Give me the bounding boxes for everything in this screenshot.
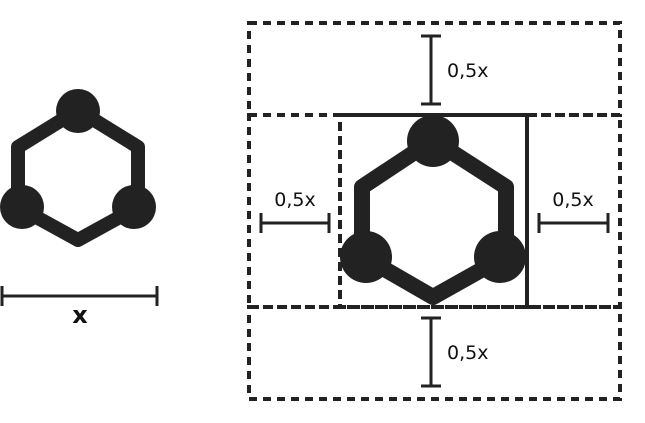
measure-left: [259, 213, 331, 233]
clearspace-zones: [247, 21, 622, 401]
logo-node-right-icon: [474, 231, 526, 283]
logo-node-left-icon: [340, 231, 392, 283]
measure-bottom-label: 0,5x: [447, 342, 488, 364]
logo-node-top-icon: [407, 115, 459, 167]
zone-left: [247, 113, 342, 309]
zone-bottom: [247, 305, 622, 401]
clearspace-logo: [340, 115, 526, 305]
width-measure: [0, 286, 159, 306]
measure-right: [537, 213, 610, 233]
measure-left-label: 0,5x: [274, 189, 315, 211]
zone-right: [525, 113, 622, 309]
measure-right-label: 0,5x: [552, 189, 593, 211]
measure-top-label: 0,5x: [447, 60, 488, 82]
logo-hexagon-icon: [11, 103, 145, 247]
logo-hexagon-icon: [354, 132, 514, 305]
logo-node-left-icon: [0, 185, 44, 229]
measure-top: [421, 34, 441, 106]
zone-top: [247, 21, 622, 117]
logo-node-right-icon: [112, 185, 156, 229]
zone-logo: [338, 113, 529, 309]
reference-logo: [0, 89, 156, 247]
logo-node-top-icon: [56, 89, 100, 133]
measure-bottom: [421, 316, 441, 388]
width-label: x: [72, 301, 88, 329]
